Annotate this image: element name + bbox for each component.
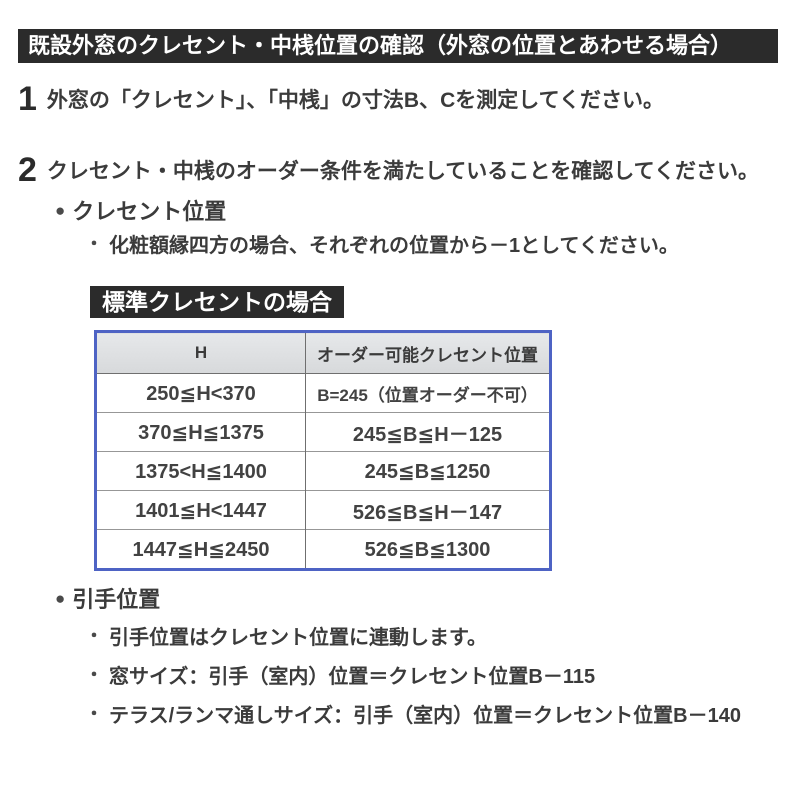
step-2-text: クレセント・中桟のオーダー条件を満たしていることを確認してください。 [46, 160, 760, 183]
crescent-heading-label: クレセント位置 [72, 199, 227, 224]
handle-note-text: 窓サイズ：引手（室内）位置＝クレセント位置B－115 [109, 666, 596, 688]
table-row: 370≦H≦1375 245≦B≦H－125 [95, 412, 551, 452]
table-header-row: H オーダー可能クレセント位置 [95, 331, 551, 374]
bullet-dot-icon: ・ [85, 625, 103, 646]
cell-h-range: 1375<H≦1400 [95, 451, 306, 491]
cell-b-range: B=245（位置オーダー不可） [305, 373, 551, 413]
column-header-h: H [95, 331, 306, 374]
handle-heading-label: 引手位置 [72, 587, 161, 612]
bullet-dot-icon: ・ [85, 703, 103, 724]
bullet-dot-icon: ・ [85, 233, 103, 254]
cell-h-range: 1401≦H<1447 [95, 490, 306, 530]
bullet-circle-icon: ● [55, 200, 66, 220]
crescent-position-table: H オーダー可能クレセント位置 250≦H<370 B=245（位置オーダー不可… [94, 330, 552, 571]
handle-note-text: 引手位置はクレセント位置に連動します。 [109, 627, 487, 649]
handle-note: ・ 引手位置はクレセント位置に連動します。 [85, 621, 487, 650]
cell-b-range: 245≦B≦1250 [305, 451, 551, 491]
crescent-position-heading: ● クレセント位置 [55, 194, 226, 226]
handle-note: ・ 窓サイズ：引手（室内）位置＝クレセント位置B－115 [85, 660, 595, 689]
column-header-orderable-position: オーダー可能クレセント位置 [305, 331, 551, 374]
cell-h-range: 1447≦H≦2450 [95, 529, 306, 570]
handle-position-heading: ● 引手位置 [55, 582, 160, 614]
cell-b-range: 245≦B≦H－125 [305, 412, 551, 452]
cell-b-range: 526≦B≦1300 [305, 529, 551, 570]
step-2-number: 2 [18, 151, 37, 189]
table-row: 1401≦H<1447 526≦B≦H－147 [95, 490, 551, 530]
cell-b-range: 526≦B≦H－147 [305, 490, 551, 530]
crescent-note: ・ 化粧額縁四方の場合、それぞれの位置から－1としてください。 [85, 229, 679, 258]
step-2: 2 クレセント・中桟のオーダー条件を満たしていることを確認してください。 [18, 153, 759, 187]
step-1-text: 外窓の「クレセント」、「中桟」の寸法B、Cを測定してください。 [46, 89, 664, 112]
page-title: 既設外窓のクレセント・中桟位置の確認（外窓の位置とあわせる場合） [18, 29, 778, 63]
standard-crescent-label: 標準クレセントの場合 [90, 286, 344, 318]
handle-note: ・ テラス/ランマ通しサイズ：引手（室内）位置＝クレセント位置B－140 [85, 699, 741, 728]
bullet-dot-icon: ・ [85, 664, 103, 685]
handle-note-text: テラス/ランマ通しサイズ：引手（室内）位置＝クレセント位置B－140 [109, 705, 741, 727]
table-row: 1447≦H≦2450 526≦B≦1300 [95, 529, 551, 570]
step-1-number: 1 [18, 80, 37, 118]
table-row: 1375<H≦1400 245≦B≦1250 [95, 451, 551, 491]
cell-h-range: 370≦H≦1375 [95, 412, 306, 452]
step-1: 1 外窓の「クレセント」、「中桟」の寸法B、Cを測定してください。 [18, 82, 664, 116]
crescent-note-text: 化粧額縁四方の場合、それぞれの位置から－1としてください。 [109, 235, 679, 257]
bullet-circle-icon: ● [55, 588, 66, 608]
cell-h-range: 250≦H<370 [95, 373, 306, 413]
table-row: 250≦H<370 B=245（位置オーダー不可） [95, 373, 551, 413]
